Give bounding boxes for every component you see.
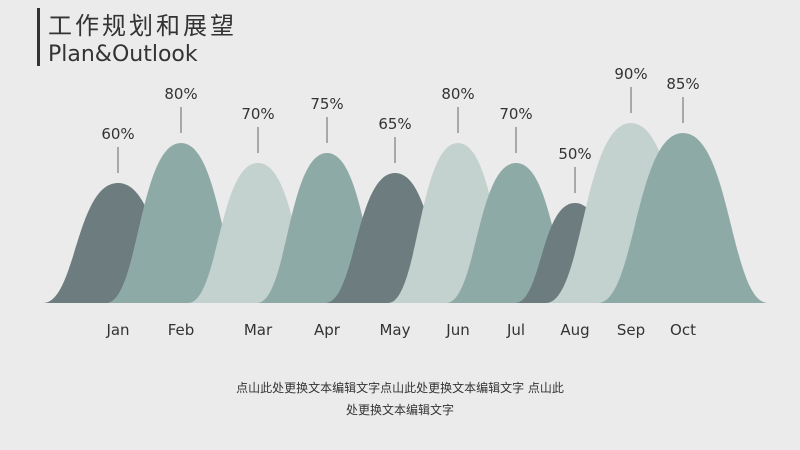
value-label: 75% xyxy=(310,95,343,113)
chart-title: 工作规划和展望 xyxy=(48,12,237,40)
footer-text: 处更换文本编辑文字 xyxy=(346,402,454,417)
x-tick-label: Jan xyxy=(105,321,129,339)
value-label: 60% xyxy=(101,125,134,143)
plot: 60% Jan 80% Feb 70% Mar 75% Apr 65% May 80% Jun 70% J… xyxy=(43,65,768,339)
value-label: 50% xyxy=(558,145,591,163)
chart-subtitle: Plan&Outlook xyxy=(48,42,198,67)
value-label: 90% xyxy=(614,65,647,83)
value-label: 65% xyxy=(378,115,411,133)
x-tick-label: Oct xyxy=(670,321,696,339)
value-label: 80% xyxy=(441,85,474,103)
x-tick-label: May xyxy=(379,321,410,339)
x-tick-label: Feb xyxy=(168,321,195,339)
x-tick-label: Jul xyxy=(506,321,525,339)
footer-text: 点山此处更换文本编辑文字点山此处更换文本编辑文字 点山此 xyxy=(236,380,564,395)
x-tick-label: Jun xyxy=(445,321,469,339)
x-tick-label: Mar xyxy=(244,321,273,339)
title-bar xyxy=(37,8,40,66)
value-label: 85% xyxy=(666,75,699,93)
mountain xyxy=(598,133,768,303)
value-label: 70% xyxy=(241,105,274,123)
x-tick-label: Aug xyxy=(560,321,589,339)
x-tick-label: Apr xyxy=(314,321,341,339)
value-label: 70% xyxy=(499,105,532,123)
value-label: 80% xyxy=(164,85,197,103)
x-tick-label: Sep xyxy=(617,321,645,339)
